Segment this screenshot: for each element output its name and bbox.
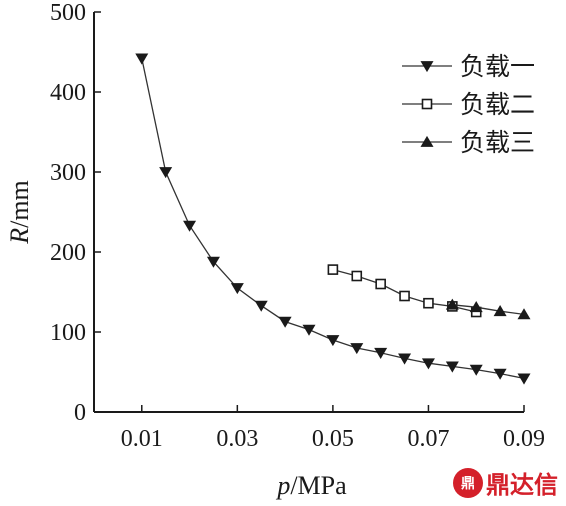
series-3-point [445, 298, 459, 310]
series-1-point [159, 167, 173, 179]
series-3 [445, 298, 531, 320]
series-1-point [517, 373, 531, 385]
y-tick-label: 100 [50, 320, 86, 346]
series-1-point [374, 347, 388, 359]
series-1-point [398, 353, 412, 365]
series-1-point [183, 220, 197, 232]
series-1-point [230, 283, 244, 295]
series-3-point [469, 301, 483, 313]
y-tick-label: 300 [50, 160, 86, 186]
series-1-point [206, 256, 220, 268]
y-tick-label: 200 [50, 240, 86, 266]
series-3-point [493, 305, 507, 317]
legend-entry-2: 负载二 [402, 90, 535, 119]
legend-marker [420, 61, 434, 73]
series-layer [135, 53, 531, 385]
series-1-point [445, 361, 459, 373]
x-tick-label: 0.03 [216, 426, 258, 452]
watermark-text: 鼎达信 [486, 471, 558, 499]
axes [93, 12, 524, 413]
legend-entry-3: 负载三 [402, 128, 535, 157]
x-ticks: 0.01 0.03 0.05 0.07 0.09 [121, 405, 545, 452]
legend-label: 负载三 [460, 128, 535, 157]
series-1-point [350, 343, 364, 355]
series-1-point [278, 316, 292, 328]
y-tick-label: 400 [50, 80, 86, 106]
y-tick-label: 500 [50, 0, 86, 26]
legend-marker [420, 135, 434, 147]
series-2-point [375, 278, 386, 290]
watermark-logo-icon: 鼎 [453, 467, 483, 498]
series-1-point [254, 300, 268, 312]
y-ticks: 0 100 200 300 400 500 [50, 0, 101, 426]
x-tick-label: 0.05 [312, 426, 354, 452]
y-tick-label: 0 [74, 400, 86, 426]
x-axis-label: p/MPa [275, 471, 347, 500]
series-1-point [421, 358, 435, 370]
series-1 [135, 53, 531, 385]
series-2-point [399, 290, 410, 302]
series-3-point [517, 308, 531, 320]
series-2-point [423, 297, 434, 309]
series-2-point [351, 270, 363, 282]
series-1-point [135, 53, 149, 65]
legend-marker [421, 98, 433, 110]
watermark: 鼎 鼎达信 [453, 465, 558, 500]
series-1-point [302, 324, 316, 336]
x-tick-label: 0.01 [121, 426, 163, 452]
legend-entry-1: 负载一 [402, 52, 535, 81]
series-3-line [452, 304, 525, 316]
y-axis-label: R/mm [5, 180, 34, 245]
series-1-point [326, 335, 340, 347]
x-tick-label: 0.09 [503, 426, 545, 452]
legend-label: 负载一 [460, 52, 535, 81]
series-2-point [327, 264, 339, 275]
series-1-point [493, 368, 507, 380]
series-1-point [469, 364, 483, 376]
legend-label: 负载二 [460, 90, 535, 119]
x-tick-label: 0.07 [407, 426, 449, 452]
